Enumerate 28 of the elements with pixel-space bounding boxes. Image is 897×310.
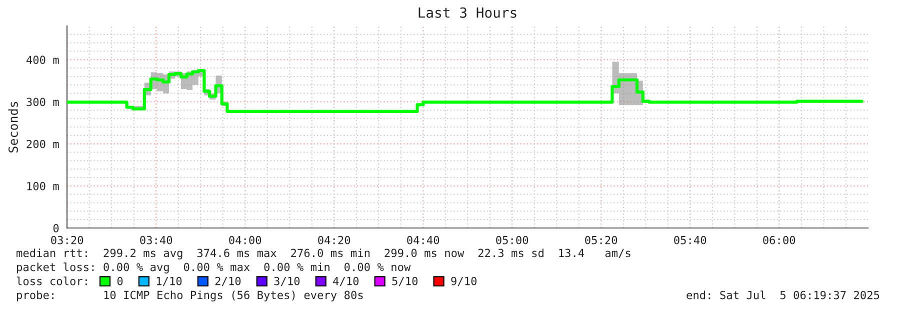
legend-label: 5/10: [392, 276, 418, 286]
legend-label: 3/10: [274, 276, 300, 286]
y-tick-label: 400 m: [26, 56, 59, 64]
legend-title: loss color:: [16, 276, 87, 286]
text: packet loss: 0.00 % avg 0.00 % max 0.00 % min 0.00 % now: [17, 262, 411, 274]
text: probe: 10 ICMP Echo Pings (56 Bytes) every 80s: [17, 290, 363, 302]
x-tick-label: 04:40: [407, 236, 440, 244]
x-tick-label: 06:00: [763, 236, 796, 244]
legend-label: 0: [117, 276, 123, 286]
x-tick-label: 03:40: [140, 236, 172, 244]
y-axis-title: Seconds: [8, 102, 18, 152]
y-tick-label: 300 m: [26, 98, 59, 106]
y-tick-label: 200 m: [26, 140, 59, 148]
x-tick-label: 04:20: [318, 236, 350, 244]
x-tick-label: 03:20: [51, 236, 84, 244]
y-tick-label: 0: [53, 224, 59, 232]
x-tick-label: 05:40: [674, 236, 706, 244]
legend-label: 1/10: [156, 276, 182, 286]
text: median rtt: 299.2 ms avg 374.6 ms max 276.0 ms min 299.0 ms now 22.3 ms sd 13.4 am/s: [16, 248, 630, 260]
x-tick-label: 05:00: [496, 236, 528, 244]
legend-label: 4/10: [333, 276, 359, 286]
legend-label: 2/10: [215, 276, 241, 286]
x-tick-label: 04:00: [229, 236, 262, 244]
y-tick-label: 100 m: [27, 182, 59, 190]
x-tick-label: 05:20: [585, 236, 618, 244]
text: end: Sat Jul 5 06:19:37 2025: [686, 290, 880, 300]
chart-title: Last 3 Hours: [418, 7, 516, 18]
legend-label: 9/10: [451, 276, 477, 286]
